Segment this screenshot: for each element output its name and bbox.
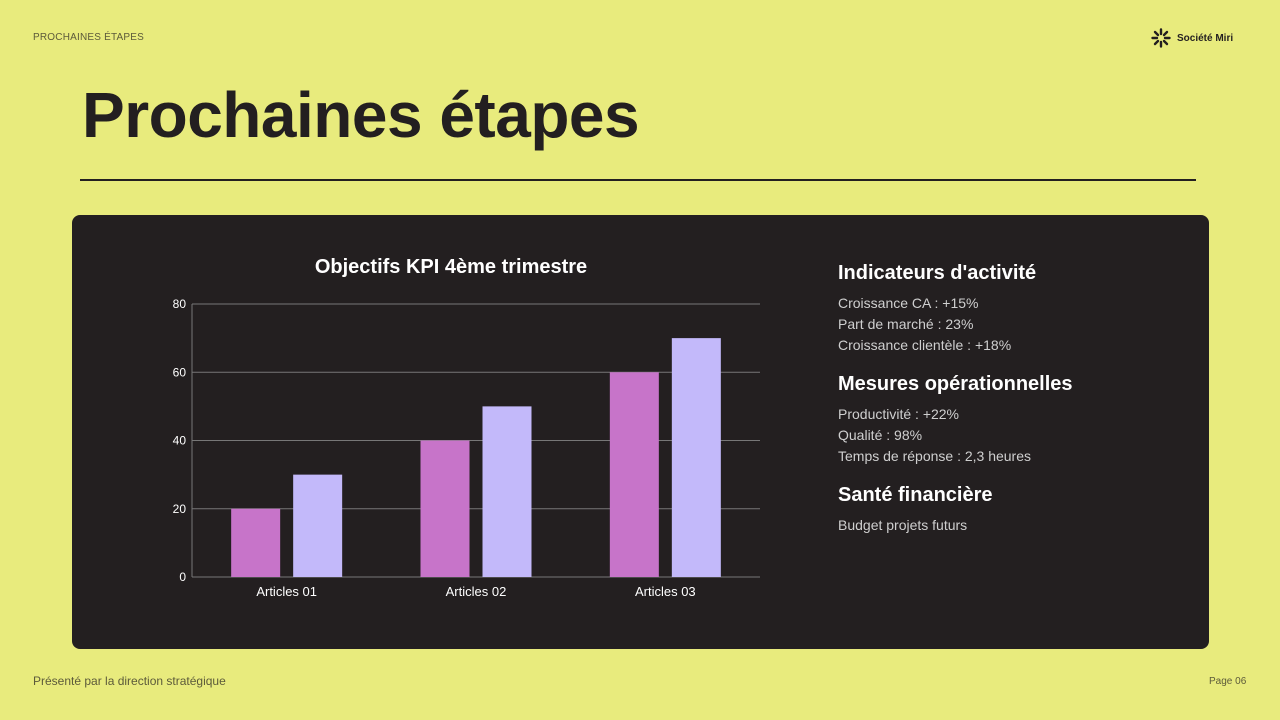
list-item: Temps de réponse : 2,3 heures bbox=[838, 448, 1032, 464]
page-number: Page 06 bbox=[1209, 676, 1247, 687]
section-title: Santé financière bbox=[838, 484, 993, 506]
brand-logo: Société Miri bbox=[1151, 28, 1233, 48]
title-divider bbox=[80, 179, 1196, 181]
brand-name: Société Miri bbox=[1177, 32, 1234, 44]
bar bbox=[420, 440, 470, 577]
section-activity: Indicateurs d'activité Croissance CA : +… bbox=[838, 262, 1073, 356]
list-item: Croissance clientèle : +18% bbox=[838, 337, 1012, 353]
section-label: PROCHAINES ÉTAPES bbox=[33, 32, 145, 43]
bar bbox=[231, 508, 281, 577]
x-tick-label: Articles 02 bbox=[446, 584, 507, 599]
x-tick-label: Articles 03 bbox=[635, 584, 696, 599]
list-item: Productivité : +22% bbox=[838, 406, 960, 422]
bar bbox=[293, 474, 343, 577]
y-tick-label: 40 bbox=[173, 434, 187, 448]
page-title: Prochaines étapes bbox=[82, 79, 640, 151]
presenter-note: Présenté par la direction stratégique bbox=[33, 674, 226, 688]
y-tick-label: 60 bbox=[173, 365, 187, 379]
list-item: Qualité : 98% bbox=[838, 427, 923, 443]
y-tick-label: 20 bbox=[173, 502, 187, 516]
sunburst-icon bbox=[1151, 28, 1171, 48]
section-financial: Santé financière Budget projets futurs bbox=[838, 484, 1073, 536]
x-tick-label: Articles 01 bbox=[256, 584, 317, 599]
chart-title: Objectifs KPI 4ème trimestre bbox=[315, 256, 587, 278]
bar bbox=[482, 406, 532, 577]
list-item: Croissance CA : +15% bbox=[838, 295, 979, 311]
bar bbox=[671, 338, 721, 577]
list-item: Budget projets futurs bbox=[838, 517, 968, 533]
section-operational: Mesures opérationnelles Productivité : +… bbox=[838, 373, 1073, 467]
section-title: Mesures opérationnelles bbox=[838, 373, 1073, 395]
bar bbox=[609, 372, 659, 577]
list-item: Part de marché : 23% bbox=[838, 316, 974, 332]
y-tick-label: 0 bbox=[179, 570, 186, 584]
section-title: Indicateurs d'activité bbox=[838, 262, 1037, 284]
y-tick-label: 80 bbox=[173, 297, 187, 311]
kpi-side-list: Indicateurs d'activité Croissance CA : +… bbox=[838, 262, 1073, 553]
